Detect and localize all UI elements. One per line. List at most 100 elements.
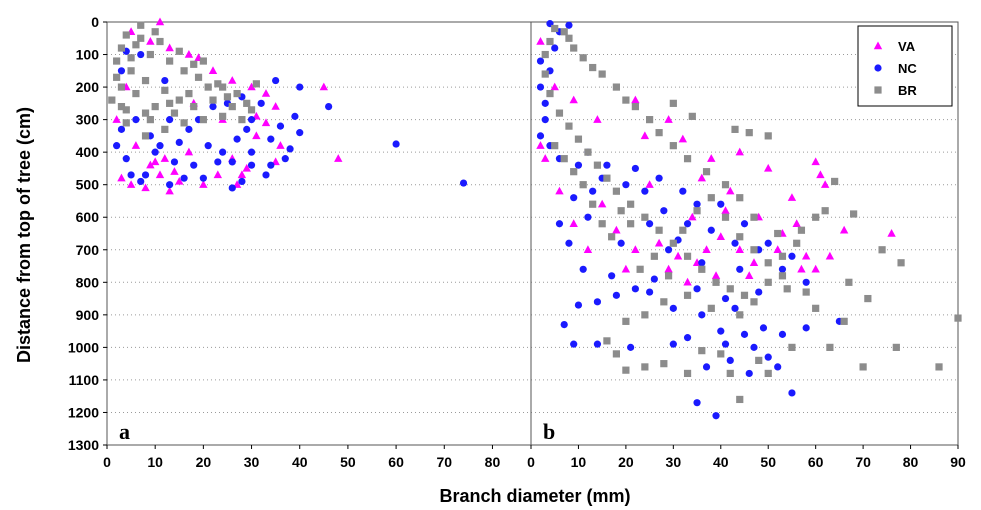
point-a-br-14 [233, 89, 241, 98]
point-a-br-8 [141, 132, 150, 140]
y-tick-label-2: 200 [76, 79, 100, 95]
point-a-nc-0 [459, 179, 468, 187]
point-a-va-23 [175, 176, 184, 185]
point-b-nc-55 [693, 200, 701, 208]
point-b-nc-1 [693, 399, 701, 407]
point-b-br-58 [560, 28, 568, 36]
point-b-nc-74 [646, 220, 654, 228]
point-b-br-11 [812, 304, 820, 312]
point-b-br-29 [660, 298, 668, 306]
point-b-nc-48 [565, 21, 573, 29]
point-a-va-11 [271, 102, 280, 110]
point-b-va-34 [621, 264, 631, 273]
point-b-va-0 [536, 37, 545, 45]
point-a-va-21 [117, 173, 126, 182]
point-a-br-15 [243, 99, 251, 107]
point-a-va-7 [228, 76, 237, 84]
point-a-br-2 [117, 44, 126, 52]
point-b-br-84 [693, 207, 701, 215]
plot-frame-b [530, 21, 959, 446]
point-b-br-62 [541, 70, 549, 78]
x-tick-label-a-2: 20 [196, 454, 212, 470]
point-b-nc-32 [683, 220, 692, 228]
point-a-va-3 [165, 43, 174, 52]
y-tick-label-8: 800 [76, 274, 100, 290]
point-b-br-9 [845, 278, 853, 286]
point-b-br-17 [736, 395, 744, 404]
point-b-br-35 [778, 252, 787, 260]
point-b-nc-9 [683, 334, 692, 342]
x-tick-label-b-0: 0 [527, 454, 535, 470]
point-b-nc-37 [574, 161, 583, 169]
point-b-nc-11 [627, 343, 635, 351]
point-b-br-79 [740, 291, 749, 299]
point-b-nc-68 [774, 363, 782, 371]
point-a-nc-32 [141, 171, 150, 179]
point-a-br-27 [194, 73, 203, 81]
legend-marker-nc [874, 64, 882, 72]
point-a-br-3 [113, 57, 121, 65]
point-a-br-13 [223, 93, 232, 101]
point-a-br-6 [117, 103, 126, 111]
point-a-br-22 [132, 89, 140, 98]
point-b-nc-23 [740, 330, 749, 338]
point-b-nc-42 [541, 99, 549, 107]
point-b-br-19 [717, 350, 725, 358]
point-b-nc-18 [646, 288, 654, 296]
point-a-br-34 [214, 80, 222, 88]
point-b-br-24 [622, 366, 630, 374]
point-b-br-89 [764, 259, 772, 267]
point-b-va-5 [640, 131, 650, 140]
point-b-br-82 [664, 272, 673, 280]
point-a-nc-2 [325, 103, 333, 111]
point-a-br-5 [108, 96, 116, 104]
point-b-nc-43 [536, 83, 545, 91]
point-b-br-8 [840, 317, 848, 325]
point-b-br-96 [579, 181, 587, 189]
point-a-va-10 [319, 82, 329, 91]
point-a-nc-44 [247, 161, 256, 169]
y-tick-label-7: 700 [76, 242, 100, 258]
x-tick-label-b-7: 70 [855, 454, 871, 470]
point-b-br-32 [736, 311, 744, 319]
point-b-va-44 [711, 271, 721, 279]
point-b-br-80 [650, 252, 658, 260]
point-a-va-19 [165, 186, 174, 195]
point-a-va-12 [261, 118, 271, 127]
point-a-nc-50 [243, 125, 251, 133]
x-tick-label-a-5: 50 [340, 454, 356, 470]
point-a-nc-10 [228, 184, 236, 192]
point-a-nc-35 [117, 67, 126, 75]
point-b-br-0 [954, 314, 962, 322]
point-b-br-52 [612, 83, 620, 91]
x-tick-label-a-0: 0 [103, 454, 111, 470]
point-a-va-14 [276, 141, 285, 149]
point-a-va-24 [213, 170, 223, 179]
point-a-nc-4 [291, 112, 299, 120]
point-b-va-42 [664, 264, 673, 273]
point-a-va-37 [170, 167, 179, 175]
point-b-br-86 [721, 213, 730, 221]
point-a-br-39 [166, 99, 174, 107]
x-tick-label-b-8: 80 [903, 454, 919, 470]
point-b-nc-12 [593, 340, 602, 348]
legend-marker-va [873, 41, 883, 50]
point-b-nc-4 [726, 356, 734, 364]
x-tick-label-a-6: 60 [388, 454, 404, 470]
point-a-br-43 [127, 54, 135, 62]
point-b-br-4 [878, 246, 886, 254]
point-b-br-69 [603, 174, 611, 182]
point-b-nc-54 [679, 187, 687, 195]
point-b-br-60 [546, 37, 554, 46]
point-b-br-7 [850, 210, 858, 218]
point-b-nc-77 [721, 294, 730, 303]
point-a-br-17 [238, 116, 246, 124]
point-b-va-48 [721, 206, 730, 214]
point-b-br-34 [764, 278, 772, 286]
point-a-br-24 [146, 50, 154, 59]
point-b-br-76 [698, 265, 706, 273]
point-a-br-4 [113, 73, 121, 81]
point-b-va-27 [631, 245, 640, 253]
point-b-nc-21 [731, 304, 739, 312]
point-b-br-67 [584, 148, 592, 156]
